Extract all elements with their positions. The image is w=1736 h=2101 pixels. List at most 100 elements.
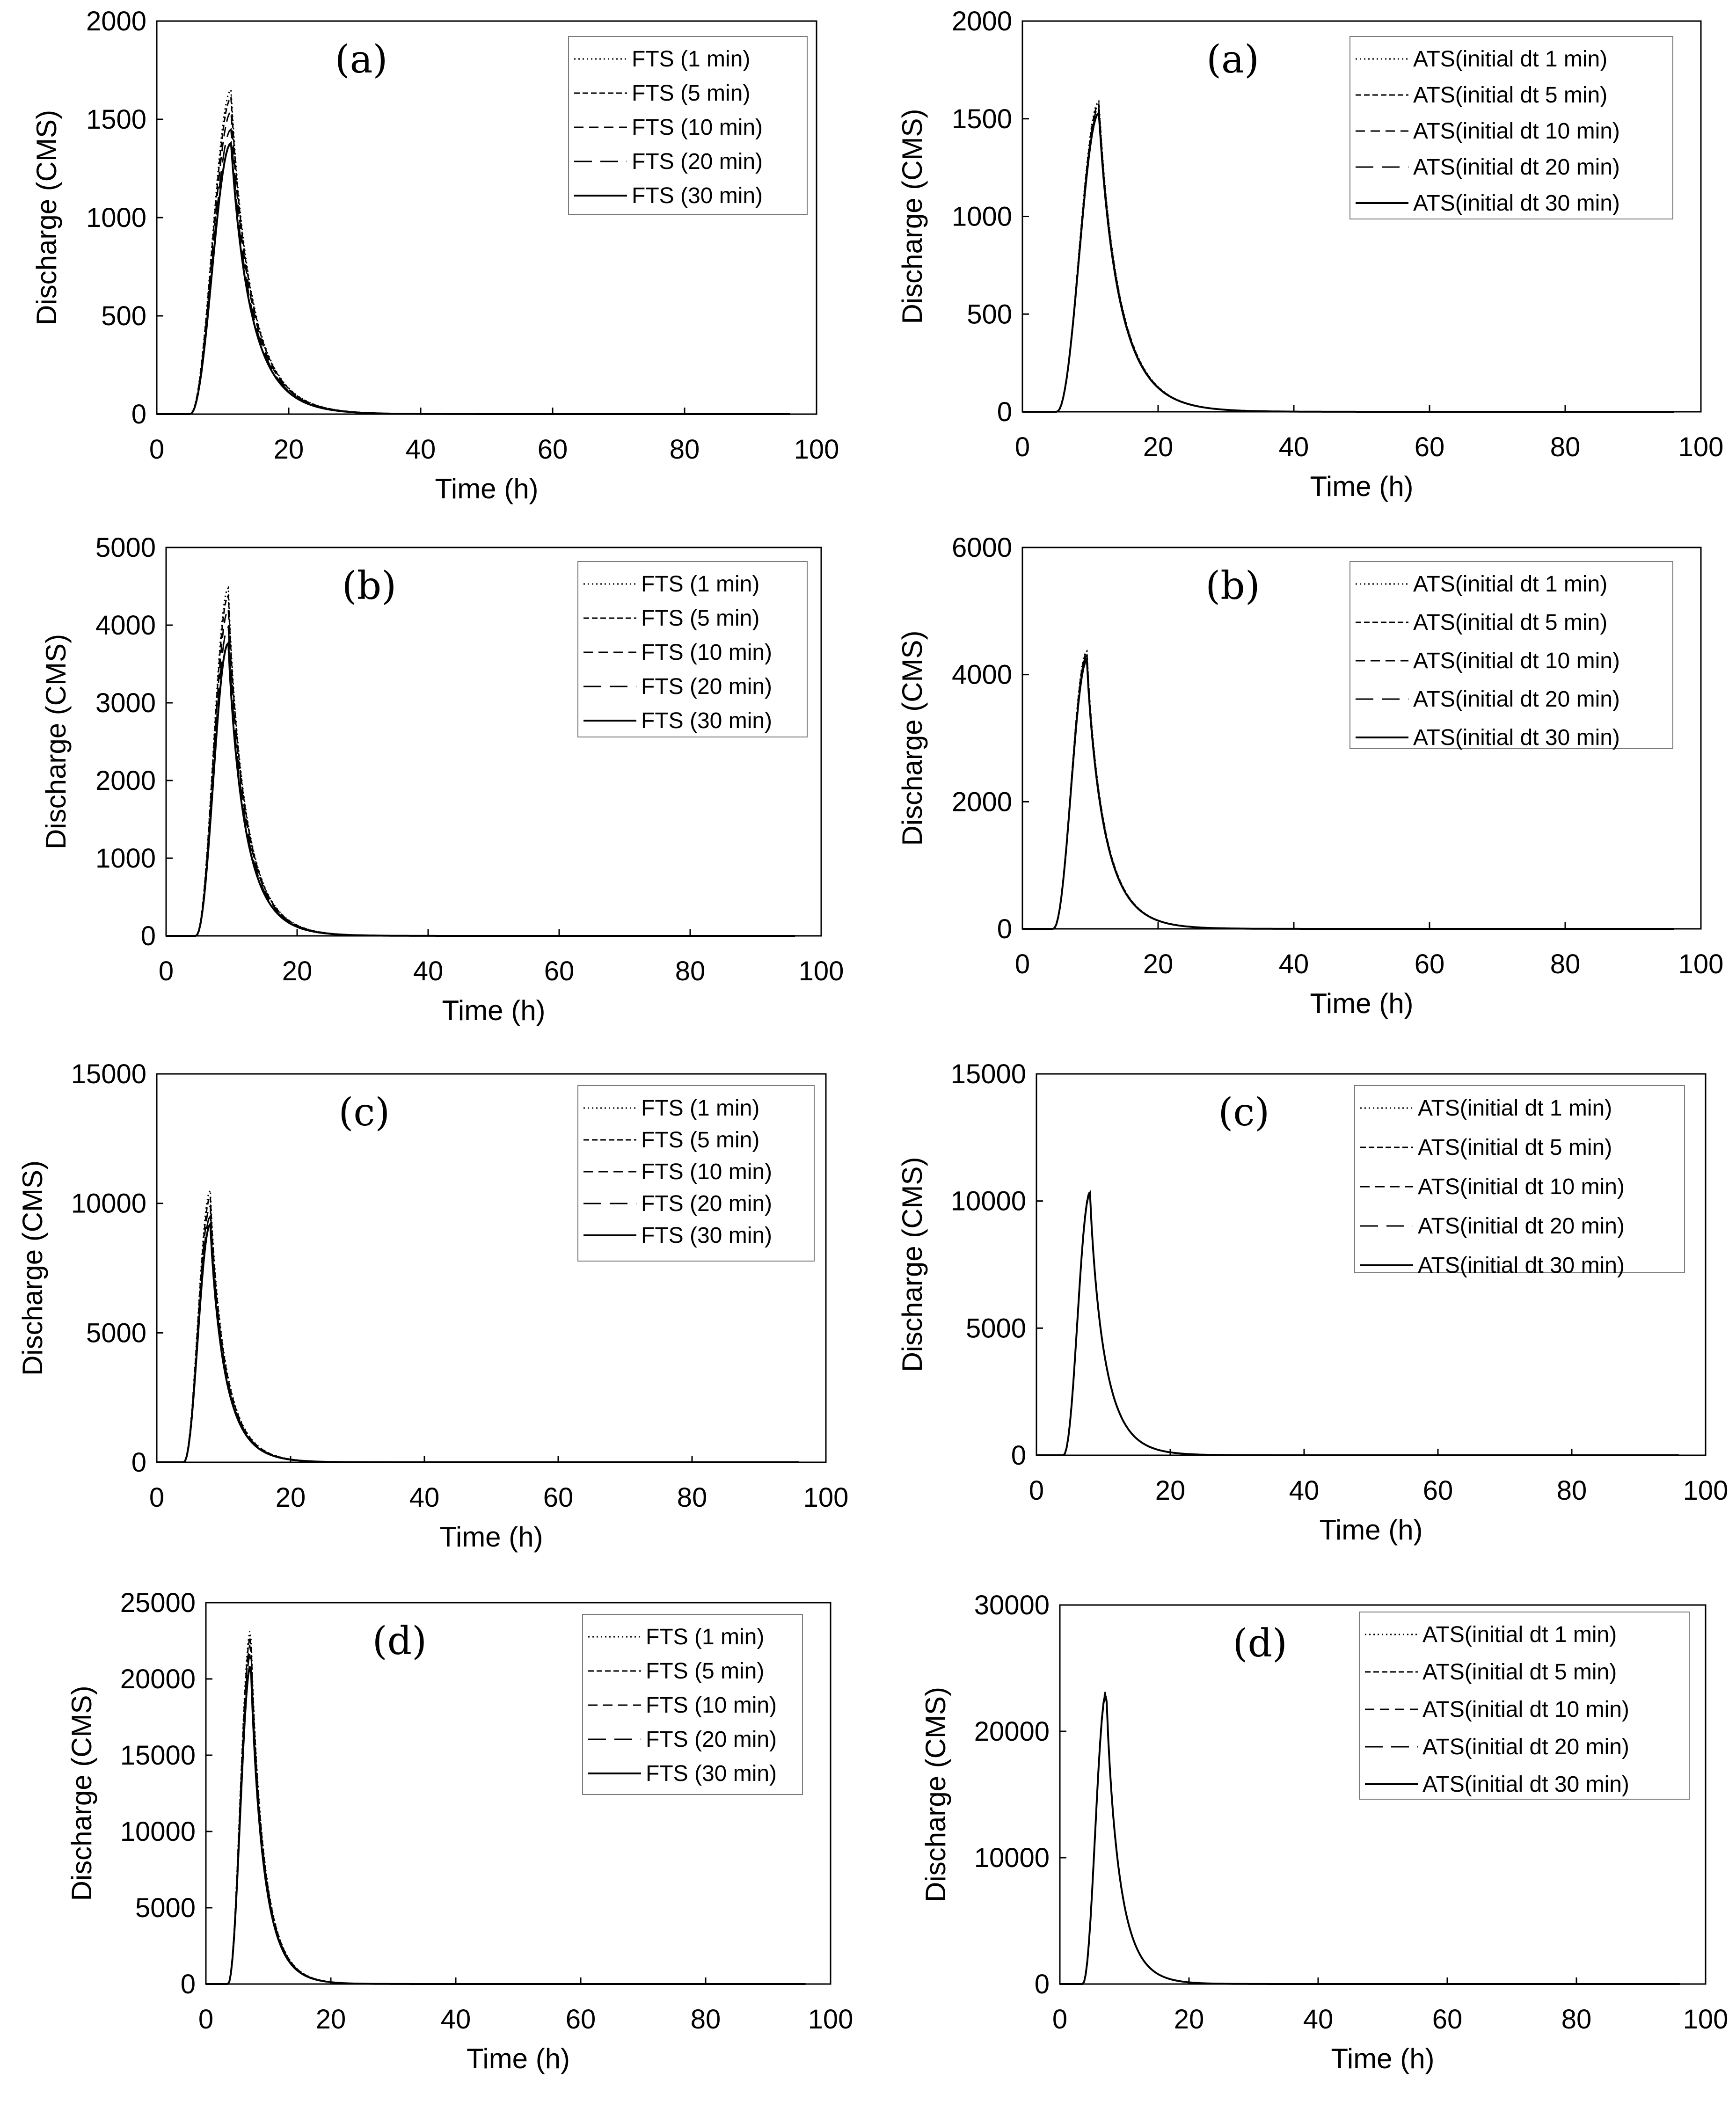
- x-axis-title: Time (h): [439, 1521, 543, 1553]
- x-axis-title: Time (h): [467, 2043, 570, 2074]
- legend-box: [577, 561, 808, 737]
- legend-entry: FTS (20 min): [641, 674, 772, 699]
- panel-label: (a): [1206, 37, 1259, 82]
- y-tick-label: 1500: [86, 104, 146, 135]
- x-tick-label: 0: [159, 956, 174, 986]
- x-tick-label: 20: [1143, 432, 1174, 462]
- panel-label: (d): [372, 1619, 427, 1663]
- legend-entry: FTS (20 min): [646, 1727, 777, 1752]
- x-axis-title: Time (h): [442, 995, 545, 1026]
- x-tick-label: 20: [1143, 949, 1174, 979]
- y-tick-label: 500: [967, 299, 1012, 329]
- y-axis-title: Discharge (CMS): [897, 1157, 928, 1372]
- x-tick-label: 40: [413, 956, 444, 986]
- x-tick-label: 0: [1015, 949, 1030, 979]
- legend-entry: FTS (5 min): [641, 1128, 759, 1153]
- x-tick-label: 100: [1683, 1475, 1729, 1506]
- panel-label: (c): [1218, 1090, 1269, 1135]
- legend: ATS(initial dt 1 min) ATS(initial dt 5 mi…: [1359, 1612, 1690, 1800]
- y-tick-label: 1000: [86, 203, 146, 233]
- legend-entry: FTS (20 min): [632, 149, 763, 174]
- legend-entry: FTS (5 min): [641, 606, 759, 631]
- legend-entry: ATS(initial dt 1 min): [1413, 47, 1607, 72]
- x-axis-title: Time (h): [435, 473, 538, 504]
- legend-entry: ATS(initial dt 1 min): [1413, 572, 1607, 597]
- legend: FTS (1 min) FTS (5 min) FTS (10 min) FTS (2…: [582, 1614, 803, 1795]
- y-axis-title: Discharge (CMS): [920, 1687, 951, 1902]
- y-tick-label: 15000: [71, 1059, 146, 1089]
- x-tick-label: 0: [149, 434, 164, 465]
- legend-entry: FTS (1 min): [641, 572, 759, 597]
- legend-entry: FTS (30 min): [641, 708, 772, 733]
- x-tick-label: 60: [1423, 1475, 1453, 1506]
- legend-entry: ATS(initial dt 5 min): [1422, 1660, 1617, 1685]
- legend-box: [1354, 1085, 1685, 1273]
- legend-entry: ATS(initial dt 20 min): [1413, 155, 1620, 180]
- x-tick-label: 20: [276, 1482, 306, 1513]
- legend-box: [577, 1085, 815, 1262]
- panel-label: (b): [1205, 564, 1260, 608]
- y-tick-label: 10000: [71, 1189, 146, 1219]
- x-tick-label: 100: [799, 956, 844, 986]
- legend-entry: FTS (30 min): [641, 1223, 772, 1248]
- chart-panel-fts-c: 0 20 40 60 80 100 0 5000 10000 15000 Time (h) Disch…: [17, 1059, 848, 1553]
- legend: ATS(initial dt 1 min) ATS(initial dt 5 mi…: [1349, 561, 1673, 750]
- x-tick-label: 80: [670, 434, 700, 465]
- y-axis-title: Discharge (CMS): [17, 1160, 48, 1376]
- legend-box: [582, 1614, 803, 1795]
- x-tick-label: 40: [1279, 949, 1309, 979]
- legend-entry: FTS (10 min): [641, 1160, 772, 1184]
- x-tick-label: 0: [1052, 2004, 1067, 2035]
- y-axis-title: Discharge (CMS): [66, 1685, 97, 1901]
- chart-panel-ats-b: 0 20 40 60 80 100 0 2000 4000 6000 Time (h) Dischar…: [897, 533, 1723, 1019]
- series-line-5: [157, 141, 790, 415]
- y-tick-label: 0: [1011, 1440, 1026, 1471]
- x-tick-label: 40: [1303, 2004, 1334, 2035]
- legend-entry: FTS (1 min): [641, 1096, 759, 1121]
- legend: ATS(initial dt 1 min) ATS(initial dt 5 mi…: [1354, 1085, 1685, 1278]
- y-tick-label: 15000: [951, 1059, 1026, 1089]
- x-tick-label: 60: [1415, 432, 1445, 462]
- legend-entry: ATS(initial dt 1 min): [1418, 1096, 1612, 1121]
- x-tick-label: 0: [198, 2004, 213, 2035]
- x-tick-label: 80: [691, 2004, 721, 2035]
- x-tick-label: 60: [1415, 949, 1445, 979]
- y-axis-title: Discharge (CMS): [31, 110, 62, 325]
- x-axis-title: Time (h): [1331, 2043, 1434, 2074]
- y-tick-label: 5000: [966, 1313, 1026, 1343]
- legend: ATS(initial dt 1 min) ATS(initial dt 5 mi…: [1349, 36, 1673, 219]
- legend-entry: ATS(initial dt 5 min): [1413, 610, 1607, 635]
- legend-box: [1349, 36, 1673, 219]
- legend-entry: FTS (1 min): [632, 47, 750, 72]
- x-tick-label: 80: [677, 1482, 708, 1513]
- legend-entry: FTS (1 min): [646, 1625, 764, 1649]
- legend-entry: FTS (10 min): [632, 115, 763, 140]
- chart-panel-fts-d: 0 20 40 60 80 100 0 5000 10000 15000 20000 25000 Tim…: [66, 1588, 853, 2074]
- y-tick-label: 2000: [95, 766, 156, 796]
- panel-label: (d): [1233, 1621, 1287, 1666]
- y-axis-title: Discharge (CMS): [897, 109, 928, 324]
- y-tick-label: 0: [131, 1447, 146, 1478]
- x-tick-label: 80: [1557, 1475, 1587, 1506]
- series-line-5: [1036, 1190, 1679, 1456]
- legend-box: [1349, 561, 1673, 749]
- x-tick-label: 40: [441, 2004, 471, 2035]
- legend-entry: FTS (5 min): [646, 1659, 764, 1684]
- chart-panel-ats-c: 0 20 40 60 80 100 0 5000 10000 15000 Time (h) Disch…: [897, 1059, 1728, 1546]
- y-tick-label: 30000: [974, 1590, 1050, 1620]
- x-axis-title: Time (h): [1310, 988, 1413, 1019]
- legend-entry: ATS(initial dt 10 min): [1413, 119, 1620, 144]
- y-tick-label: 25000: [120, 1588, 196, 1618]
- x-tick-label: 60: [566, 2004, 596, 2035]
- series-line-5: [1022, 658, 1674, 930]
- y-tick-label: 0: [131, 399, 146, 430]
- x-tick-label: 40: [406, 434, 436, 465]
- x-tick-label: 40: [1279, 432, 1309, 462]
- y-tick-label: 10000: [974, 1843, 1050, 1873]
- x-axis-title: Time (h): [1310, 471, 1413, 502]
- y-tick-label: 0: [141, 921, 156, 951]
- legend: FTS (1 min) FTS (5 min) FTS (10 min) FTS (2…: [577, 1085, 815, 1262]
- legend-entry: FTS (10 min): [641, 640, 772, 665]
- series-line-5: [166, 640, 795, 937]
